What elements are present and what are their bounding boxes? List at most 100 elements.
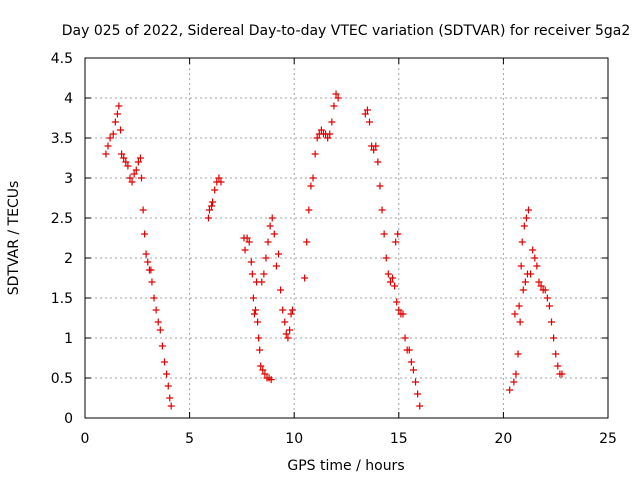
x-tick-label: 0 (81, 431, 90, 447)
data-point (372, 142, 380, 150)
data-point (537, 282, 545, 290)
data-point (267, 376, 275, 384)
data-point (279, 306, 287, 314)
data-point (264, 238, 272, 246)
grid (85, 58, 608, 418)
data-point (209, 198, 217, 206)
data-point (111, 118, 119, 126)
data-point (313, 134, 321, 142)
data-point (251, 306, 259, 314)
data-point (115, 102, 123, 110)
data-point (139, 206, 147, 214)
data-point (284, 334, 292, 342)
data-point (255, 334, 263, 342)
data-point (250, 310, 258, 318)
data-point (109, 130, 117, 138)
data-point (118, 150, 126, 158)
data-point (548, 318, 556, 326)
data-point (506, 386, 514, 394)
data-point (144, 258, 152, 266)
data-point (270, 230, 278, 238)
data-point (128, 178, 136, 186)
data-point (407, 358, 415, 366)
data-point (104, 142, 112, 150)
data-point (148, 278, 156, 286)
data-point (106, 134, 114, 142)
data-point (245, 238, 253, 246)
data-point (102, 150, 110, 158)
y-tick-label: 4 (64, 91, 73, 107)
data-point (328, 118, 336, 126)
data-point (150, 294, 158, 302)
data-point (277, 286, 285, 294)
data-point (243, 234, 251, 242)
x-tick-label: 5 (185, 431, 194, 447)
data-point (386, 278, 394, 286)
data-point (259, 366, 267, 374)
data-point (256, 346, 264, 354)
data-point (520, 222, 528, 230)
data-point (167, 402, 175, 410)
plot-frame (84, 57, 609, 419)
data-point (405, 346, 413, 354)
y-tick-label: 1 (64, 331, 73, 347)
data-point (208, 202, 216, 210)
data-point (262, 254, 270, 262)
data-point (249, 294, 257, 302)
data-point (511, 310, 519, 318)
data-point (130, 170, 138, 178)
chart-title: Day 025 of 2022, Sidereal Day-to-day VTE… (62, 23, 631, 39)
data-point (241, 246, 249, 254)
data-point (261, 370, 269, 378)
data-point (515, 302, 523, 310)
x-tick-label: 25 (599, 431, 617, 447)
data-point (370, 146, 378, 154)
x-tick-label: 20 (494, 431, 512, 447)
data-point (247, 258, 255, 266)
data-point (266, 222, 274, 230)
data-point (366, 118, 374, 126)
data-point (136, 154, 144, 162)
data-point (163, 370, 171, 378)
data-point (332, 90, 340, 98)
data-point (160, 358, 168, 366)
data-point (204, 214, 212, 222)
data-point (525, 206, 533, 214)
data-point (311, 150, 319, 158)
data-point (543, 294, 551, 302)
y-tick-label: 2.5 (51, 211, 73, 227)
data-point (518, 238, 526, 246)
data-point (393, 298, 401, 306)
data-point (120, 154, 128, 162)
data-point (113, 110, 121, 118)
data-point (533, 262, 541, 270)
data-point (541, 286, 549, 294)
data-point (134, 158, 142, 166)
data-point (527, 270, 535, 278)
y-axis-label: SDTVAR / TECUs (6, 181, 22, 296)
axis-ticks: 0 5 10 15 20 25 0 0.5 1 1.5 2 2.5 3 3.5 4 4.5 (51, 51, 617, 447)
data-point (281, 318, 289, 326)
data-point (154, 318, 162, 326)
data-point (257, 362, 265, 370)
y-tick-label: 0 (64, 411, 73, 427)
data-point (307, 182, 315, 190)
data-point (374, 158, 382, 166)
data-point (126, 174, 134, 182)
data-point (522, 214, 530, 222)
data-point (558, 370, 566, 378)
data-point (317, 126, 325, 134)
data-point (380, 230, 388, 238)
data-point (164, 382, 172, 390)
y-tick-label: 3.5 (51, 131, 73, 147)
data-point (156, 326, 164, 334)
data-point (141, 230, 149, 238)
data-point (260, 270, 268, 278)
data-point (305, 206, 313, 214)
data-point (142, 250, 150, 258)
data-point (158, 342, 166, 350)
x-tick-label: 10 (285, 431, 303, 447)
data-point (378, 206, 386, 214)
data-point (545, 302, 553, 310)
